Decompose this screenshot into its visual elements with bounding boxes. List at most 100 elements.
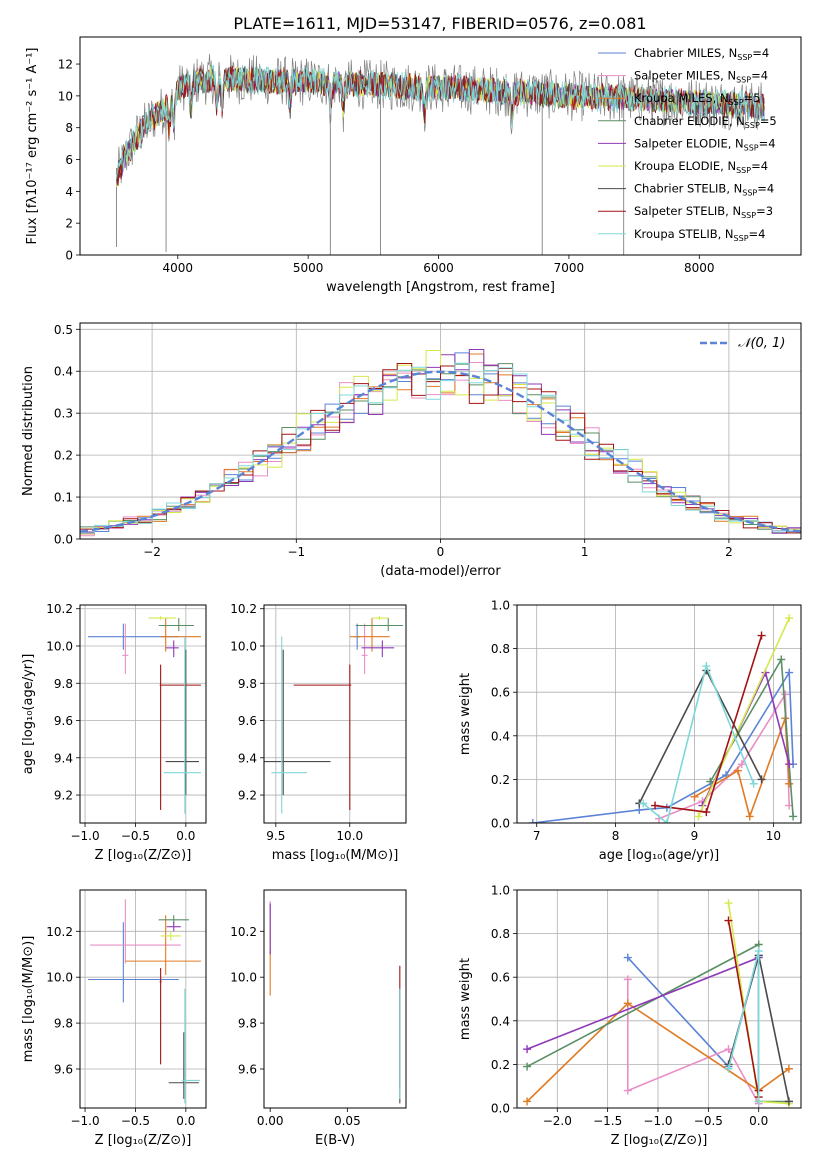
x-tick-label: 7000 [554,261,585,275]
data-point [724,1064,733,1073]
plot-area [80,349,801,538]
legend-count: =5 [760,114,777,128]
x-axis-label: wavelength [Angstrom, rest frame] [326,280,555,295]
x-axis-label: mass [log₁₀(M/M⊙)] [272,848,399,863]
axes-frame [79,889,207,1109]
series-kroupa-stelib [724,947,763,1106]
x-tick-label: 6000 [423,261,454,275]
model-spectrum-kroupa-stelib [116,64,765,180]
errorbar-salpeter-stelib [293,664,352,810]
errorbar-kroupa-elodie [371,616,389,620]
x-tick-label: 9 [691,829,699,843]
series-line [532,669,794,823]
legend-label: Salpeter ELODIE, NSSP=4 [634,136,776,152]
errorbar-chabrier-elodie [158,618,194,632]
y-tick-label: 12 [58,58,73,72]
data-point [623,1086,632,1095]
y-tick-label: 0.3 [54,407,73,421]
plot-area [116,53,765,255]
y-tick-label: 9.8 [54,677,73,691]
data-point [737,760,746,769]
y-tick-label: 0.8 [491,927,510,941]
x-tick-label: −0.5 [694,1114,723,1128]
y-tick-label: 8 [65,121,73,135]
errorbar-kroupa-miles [160,618,201,652]
panel-residuals: −2 −1 0 1 2 0.0 0.1 0.2 0.3 0.4 0.5 (data-model)/er… [21,322,802,579]
data-point [724,899,733,908]
errorbar-kroupa-miles [349,618,390,652]
x-tick-label: 7 [533,829,541,843]
data-point [523,1062,532,1071]
x-tick-label: −1.5 [593,1114,622,1128]
normal-curve [80,370,801,533]
errorbar-salpeter-miles [361,623,368,674]
data-point [694,812,703,821]
data-point [785,760,794,769]
y-tick-label: 9.8 [238,677,257,691]
panel-weight_vs_Z: −2.0 −1.5 −1.0 −0.5 0.0 0.0 0.2 0.4 0.6 0.8 1.0 Z [… [458,884,802,1148]
series-line [626,979,760,1104]
y-tick-label: 10.0 [230,971,257,985]
y-axis-label: Flux [fλ10⁻¹⁷ erg cm⁻² s⁻¹ A⁻¹] [25,48,40,245]
legend-label: Kroupa STELIB, NSSP=4 [634,227,765,243]
histogram-kroupa-stelib [80,362,801,538]
errorbar-chabrier-miles [88,922,179,1003]
legend-label: Chabrier ELODIE, NSSP=5 [634,114,777,130]
series-line [526,956,760,1102]
y-tick-label: 1.0 [491,599,510,613]
y-axis-label: mass weight [458,673,473,755]
y-tick-label: 0.4 [491,729,510,743]
data-point [749,779,758,788]
figure-title: PLATE=1611, MJD=53147, FIBERID=0576, z=0… [233,14,646,33]
y-tick-label: 9.2 [54,789,73,803]
y-tick-label: 9.2 [238,789,257,803]
legend-count: =4 [752,46,769,60]
errorbar-salpeter-stelib [159,968,162,1065]
legend-label: Salpeter MILES, NSSP=4 [634,69,768,85]
series-salpeter-elodie [523,953,763,1106]
x-tick-label: −2.0 [543,1114,572,1128]
data-point [757,631,766,640]
series-line [709,656,794,817]
legend-subscript: SSP [745,121,760,130]
legend-subscript: SSP [736,166,751,175]
y-tick-label: 10.0 [46,971,73,985]
y-tick-label: 0.0 [54,533,73,547]
panel-age_vs_Z: −1.0 −0.5 0.0 9.2 9.4 9.6 9.8 10.0 10.2 Z [log₁₀(… [21,602,207,863]
y-axis-label: mass [log₁₀(M/M⊙)] [21,936,36,1063]
panel-mass_vs_Z: −1.0 −0.5 0.0 9.6 9.8 10.0 10.2 Z [log₁₀(Z/Z⊙)]… [21,889,207,1148]
y-tick-label: 9.6 [54,714,73,728]
legend-label: Salpeter STELIB, NSSP=3 [634,204,773,220]
errorbar-kroupa-elodie [160,931,181,941]
legend-count: =4 [757,182,774,196]
y-tick-label: 0.5 [54,323,73,337]
axes-frame [263,889,407,1109]
panel-mass_vs_ebv: 0.00 0.05 9.6 9.8 10.0 10.2 E(B-V) [230,889,407,1148]
data-point [777,655,786,664]
y-tick-label: 10 [58,89,73,103]
series-kroupa-stelib [639,662,758,823]
y-axis-label: mass weight [458,958,473,1040]
x-axis-label: Z [log₁₀(Z/Z⊙)] [95,1133,192,1148]
data-point [639,799,648,808]
x-axis-label: E(B-V) [315,1133,355,1148]
x-tick-label: 0.0 [176,1114,195,1128]
x-tick-label: 0.05 [334,1114,361,1128]
x-axis-label: Z [log₁₀(Z/Z⊙)] [611,1133,708,1148]
errorbar-chabrier-stelib [168,1032,199,1099]
series-line [642,663,755,823]
y-tick-label: 0.6 [491,686,510,700]
x-tick-label: 5000 [293,261,324,275]
y-tick-label: 9.6 [238,714,257,728]
data-point [702,662,711,671]
x-tick-label: 0 [437,545,445,559]
errorbar-salpeter-elodie [361,640,395,658]
errorbar-kroupa-stelib [181,988,200,1104]
y-tick-label: 0.2 [491,773,510,787]
legend-subscript: SSP [737,53,752,62]
data-point [523,1097,532,1106]
legend-subscript: SSP [736,76,751,85]
legend-count: =4 [759,136,776,150]
y-tick-label: 9.6 [54,1062,73,1076]
y-tick-label: 2 [65,217,73,231]
